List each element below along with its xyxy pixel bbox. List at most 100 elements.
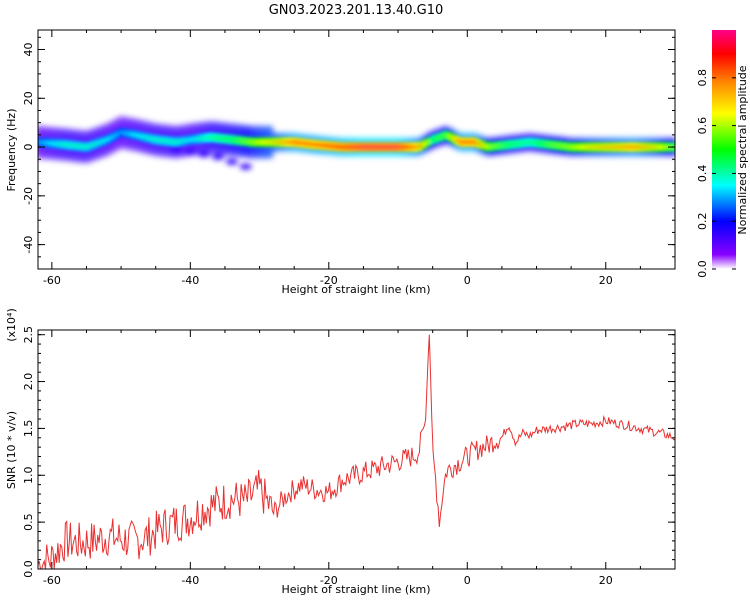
spectrogram-peak-cell xyxy=(172,140,178,144)
spectrogram-peak-cell xyxy=(347,145,352,150)
spectrogram-peak-cell xyxy=(181,139,186,143)
snr-axes: -60 -40 -20 0 20 0.0 0.5 1.0 1.5 2.0 2.5 xyxy=(22,326,676,587)
spectrogram-peak-cell xyxy=(201,136,207,141)
spectrogram-peak-cell xyxy=(472,140,477,145)
spectrogram-peak-cell xyxy=(293,140,298,145)
spectrogram-peak-cell xyxy=(654,145,660,150)
spectrogram-peak-cell xyxy=(467,140,473,145)
colorbar-label: Normalized spectral amplitude xyxy=(736,65,749,234)
spectrogram-peak-cell xyxy=(509,142,514,147)
spectrogram-peak-cell xyxy=(501,143,506,148)
spectrogram-peak-cell xyxy=(131,132,136,137)
spectrogram-peak-cell xyxy=(418,144,423,149)
spectrogram-y-tick-label: 40 xyxy=(22,43,35,57)
spectrogram-ridge xyxy=(38,127,675,153)
spectrogram-peak-cell xyxy=(147,136,153,141)
spectrogram-peak-cell xyxy=(77,144,82,149)
spectrogram-peak-cell xyxy=(48,141,53,146)
spectrogram-peak-cell xyxy=(455,138,460,143)
spectrogram-peak-cell xyxy=(542,142,548,146)
chart-title: GN03.2023.201.13.40.G10 xyxy=(269,3,444,18)
spectrogram-peak-cell xyxy=(642,145,647,150)
spectrogram-peak-cell xyxy=(492,144,498,149)
spectrogram-peak-cell xyxy=(426,139,431,144)
spectrogram-branch-cell xyxy=(184,148,197,155)
spectrogram-peak-cell xyxy=(264,140,269,145)
spectrogram-peak-cell xyxy=(634,145,639,150)
spectrogram-peak-cell xyxy=(646,145,651,150)
spectrogram-peak-cell xyxy=(326,143,332,148)
snr-y-tick-label: 2.0 xyxy=(22,373,35,391)
spectrogram-peak-cell xyxy=(343,145,348,150)
spectrogram-branch-cell xyxy=(212,153,225,160)
spectrogram-peak-cell xyxy=(64,142,70,147)
spectrogram-peak-cell xyxy=(563,144,568,149)
spectrogram-peak-cell xyxy=(517,141,523,146)
spectrogram-peak-cell xyxy=(276,140,282,145)
spectrogram-peak-cell xyxy=(164,139,169,143)
spectrogram-y-tick-label: -20 xyxy=(22,187,35,205)
snr-y-tick-label: 1.0 xyxy=(22,467,35,485)
spectrogram-peak-cell xyxy=(98,140,103,145)
spectrogram-peak-cell xyxy=(168,139,174,144)
spectrogram-peak-cell xyxy=(226,137,232,142)
spectrogram-peak-cell xyxy=(397,145,402,150)
spectrogram-peak-cell xyxy=(114,132,120,137)
spectrogram-peak-cell xyxy=(160,138,165,143)
spectrogram-y-tick-label: 0 xyxy=(22,144,35,151)
spectrogram-peak-cell xyxy=(372,145,377,150)
spectrogram-peak-cell xyxy=(430,137,435,142)
spectrogram-peak-cell xyxy=(376,145,381,150)
colorbar: 0.0 0.2 0.4 0.6 0.8 Normalized spectral ampl… xyxy=(696,30,749,278)
spectrogram-x-tick-label: 20 xyxy=(599,274,613,287)
snr-x-tick-label: -40 xyxy=(181,574,199,587)
spectrogram-peak-cell xyxy=(206,135,211,140)
snr-x-tick-label: -60 xyxy=(43,574,61,587)
spectrogram-peak-cell xyxy=(401,145,406,150)
colorbar-tick-label: 0.6 xyxy=(696,117,709,135)
spectrogram-peak-cell xyxy=(60,142,66,147)
spectrogram-peak-cell xyxy=(314,142,319,147)
spectrogram-peak-cell xyxy=(152,137,157,142)
snr-series-line xyxy=(38,334,675,569)
spectrogram-peak-cell xyxy=(488,144,494,149)
spectrogram-peak-cell xyxy=(85,144,91,149)
spectrogram-peak-cell xyxy=(596,145,602,150)
spectrogram-peak-cell xyxy=(330,144,336,149)
snr-y-tick-label: 0.0 xyxy=(22,560,35,578)
spectrogram-peak-cell xyxy=(239,138,244,143)
spectrogram-peak-cell xyxy=(56,142,61,146)
spectrogram-peak-cell xyxy=(139,134,145,139)
snr-y-tick-label: 2.5 xyxy=(22,326,35,344)
spectrogram-peak-cell xyxy=(480,143,485,148)
spectrogram-peak-cell xyxy=(604,145,610,150)
spectrogram-peak-cell xyxy=(280,140,286,145)
snr-y-axis-exponent: (x10⁴) xyxy=(5,308,18,342)
spectrogram-peak-cell xyxy=(447,134,452,139)
spectrogram-peak-cell xyxy=(222,136,228,141)
snr-y-axis-label: SNR (10 * v/v) xyxy=(5,411,18,489)
spectrogram-peak-cell xyxy=(231,137,236,142)
spectrogram-peak-cell xyxy=(351,145,356,150)
colorbar-gradient xyxy=(712,30,736,269)
spectrogram-peak-cell xyxy=(322,143,327,148)
spectrogram-peak-cell xyxy=(388,145,394,150)
spectrogram-peak-cell xyxy=(93,141,99,146)
spectrogram-x-tick-label: -60 xyxy=(43,274,61,287)
spectrogram-branch-cell xyxy=(239,163,252,170)
spectrogram-peak-cell xyxy=(297,140,302,145)
spectrogram-peak-cell xyxy=(110,134,115,139)
spectrogram-peak-cell xyxy=(156,138,161,143)
spectrogram-peak-cell xyxy=(413,145,419,150)
spectrogram-peak-cell xyxy=(513,141,518,146)
spectrogram-peak-cell xyxy=(339,144,344,149)
spectrogram-peak-cell xyxy=(584,145,589,150)
spectrogram-peak-cell xyxy=(135,133,140,138)
spectrogram-peak-cell xyxy=(218,136,223,141)
spectrogram-peak-cell xyxy=(143,135,149,140)
spectrogram-y-tick-label: -40 xyxy=(22,236,35,254)
spectrogram-peak-cell xyxy=(73,143,78,148)
spectrogram-peak-cell xyxy=(118,130,124,135)
spectrogram-branch-cell xyxy=(170,146,183,153)
